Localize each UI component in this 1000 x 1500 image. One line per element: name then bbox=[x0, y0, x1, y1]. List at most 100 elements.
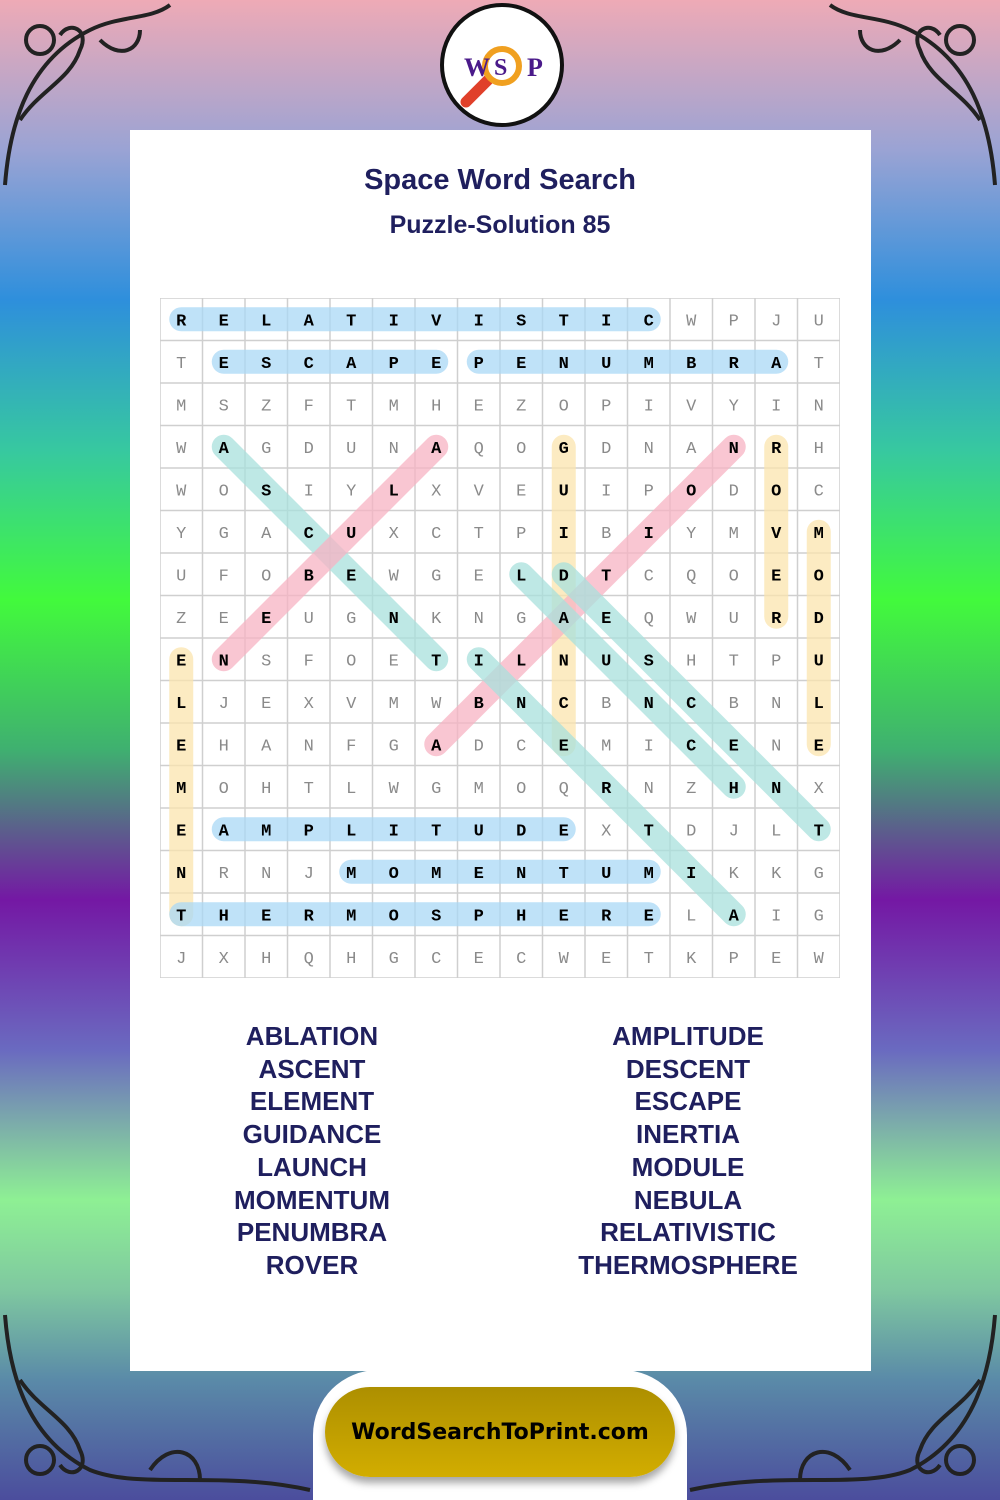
grid-cell: N bbox=[814, 397, 824, 416]
grid-cell: H bbox=[219, 737, 229, 756]
grid-cell: G bbox=[431, 567, 441, 586]
grid-cell: O bbox=[261, 567, 271, 586]
grid-cell: F bbox=[219, 567, 229, 586]
grid-cell: V bbox=[474, 482, 485, 501]
grid-cell: C bbox=[304, 355, 314, 374]
grid-cell: N bbox=[516, 865, 526, 884]
grid-cell: O bbox=[516, 440, 526, 459]
grid-cell: H bbox=[261, 780, 271, 799]
grid-cell: H bbox=[516, 907, 526, 926]
grid-cell: D bbox=[474, 737, 484, 756]
grid-cell: E bbox=[771, 567, 781, 586]
grid-cell: N bbox=[176, 865, 186, 884]
grid-cell: W bbox=[389, 780, 400, 799]
grid-cell: D bbox=[516, 822, 526, 841]
grid-cell: J bbox=[176, 950, 186, 969]
site-link-button[interactable]: WordSearchToPrint.com bbox=[325, 1387, 675, 1477]
word-item: GUIDANCE bbox=[242, 1119, 382, 1150]
grid-cell: W bbox=[686, 312, 697, 331]
grid-cell: T bbox=[346, 312, 356, 331]
grid-cell: T bbox=[559, 312, 569, 331]
grid-cell: X bbox=[814, 780, 824, 799]
grid-cell: B bbox=[729, 695, 739, 714]
logo-letter-w: W bbox=[464, 53, 490, 82]
grid-cell: C bbox=[686, 737, 696, 756]
grid-cell: E bbox=[729, 737, 739, 756]
grid-cell: A bbox=[729, 907, 740, 926]
grid-cell: C bbox=[644, 312, 654, 331]
grid-cell: N bbox=[559, 652, 569, 671]
grid-cell: U bbox=[601, 355, 611, 374]
grid-cell: O bbox=[389, 865, 399, 884]
grid-cell: I bbox=[771, 907, 781, 926]
grid-cell: K bbox=[729, 865, 740, 884]
grid-cell: M bbox=[389, 695, 399, 714]
site-link-label: WordSearchToPrint.com bbox=[351, 1419, 649, 1445]
grid-cell: M bbox=[644, 865, 654, 884]
grid-cell: E bbox=[516, 482, 526, 501]
grid-cell: L bbox=[261, 312, 271, 331]
logo-letter-p: P bbox=[527, 53, 543, 82]
grid-cell: M bbox=[389, 397, 399, 416]
grid-cell: N bbox=[771, 780, 781, 799]
wsp-logo: W S P bbox=[440, 3, 564, 127]
grid-cell: E bbox=[559, 907, 569, 926]
grid-cell: A bbox=[686, 440, 697, 459]
grid-cell: T bbox=[559, 865, 569, 884]
grid-cell: Z bbox=[176, 610, 186, 629]
grid-cell: G bbox=[346, 610, 356, 629]
grid-cell: B bbox=[304, 567, 314, 586]
word-item: ASCENT bbox=[258, 1053, 366, 1084]
grid-cell: W bbox=[559, 950, 570, 969]
grid-cell: P bbox=[729, 950, 739, 969]
grid-cell: N bbox=[516, 695, 526, 714]
word-item: MOMENTUM bbox=[234, 1184, 390, 1215]
grid-cell: P bbox=[771, 652, 781, 671]
grid-cell: D bbox=[814, 610, 824, 629]
grid-cell: G bbox=[261, 440, 271, 459]
grid-cell: D bbox=[559, 567, 569, 586]
grid-cell: J bbox=[729, 822, 739, 841]
grid-cell: O bbox=[219, 780, 229, 799]
grid-cell: P bbox=[389, 355, 399, 374]
grid-cell: D bbox=[686, 822, 696, 841]
grid-cell: D bbox=[601, 440, 611, 459]
grid-cell: Q bbox=[559, 780, 569, 799]
grid-cell: W bbox=[814, 950, 825, 969]
grid-cell: G bbox=[814, 907, 824, 926]
grid-cell: T bbox=[304, 780, 314, 799]
grid-cell: N bbox=[644, 440, 654, 459]
grid-cell: P bbox=[474, 355, 484, 374]
grid-cell: A bbox=[559, 610, 570, 629]
grid-cell: L bbox=[346, 822, 356, 841]
grid-cell: Z bbox=[261, 397, 271, 416]
grid-cell: Q bbox=[474, 440, 484, 459]
grid-cell: H bbox=[431, 397, 441, 416]
word-item: ABLATION bbox=[245, 1021, 379, 1051]
grid-cell: Z bbox=[686, 780, 696, 799]
grid-cell: N bbox=[261, 865, 271, 884]
grid-cell: Y bbox=[729, 397, 739, 416]
corner-ornament-bottom-right bbox=[689, 1314, 997, 1492]
highlight-launch bbox=[509, 562, 746, 799]
grid-cell: W bbox=[431, 695, 442, 714]
highlight-descent bbox=[551, 562, 831, 842]
grid-cell: A bbox=[219, 822, 230, 841]
grid-cell: S bbox=[644, 652, 654, 671]
grid-cell: I bbox=[389, 822, 399, 841]
grid-cell: Y bbox=[686, 525, 696, 544]
word-item: ESCAPE bbox=[634, 1086, 742, 1117]
grid-cell: A bbox=[431, 737, 442, 756]
grid-cell: S bbox=[261, 355, 271, 374]
grid-cell: M bbox=[176, 397, 186, 416]
grid-cell: E bbox=[814, 737, 824, 756]
word-item: RELATIVISTIC bbox=[600, 1217, 776, 1248]
grid-cell: B bbox=[686, 355, 696, 374]
grid-cell: E bbox=[431, 355, 441, 374]
grid-cell: E bbox=[176, 822, 186, 841]
grid-cell: E bbox=[219, 610, 229, 629]
grid-cell: Q bbox=[686, 567, 696, 586]
grid-cell: Q bbox=[644, 610, 654, 629]
grid-cell: N bbox=[389, 610, 399, 629]
grid-cell: O bbox=[559, 397, 569, 416]
